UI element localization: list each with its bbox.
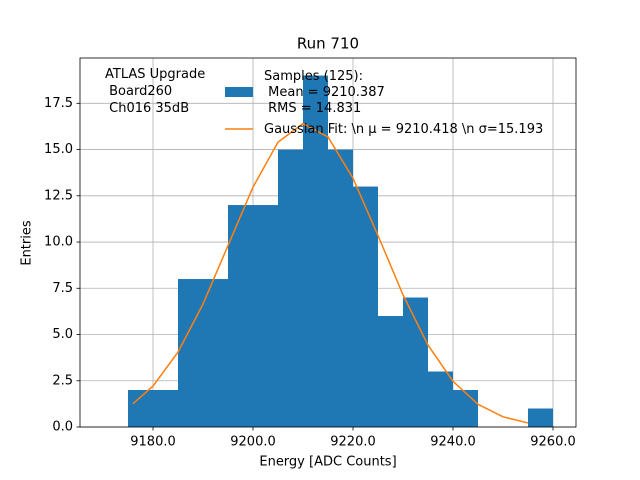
y-tick-label: 2.5 — [52, 373, 73, 388]
y-tick-label: 17.5 — [44, 96, 73, 111]
histogram-bar — [278, 149, 303, 427]
histogram-bar — [228, 205, 253, 427]
histogram-bar — [378, 316, 403, 427]
y-axis-label: Entries — [20, 220, 35, 266]
legend-label-line: Mean = 9210.387 — [264, 85, 385, 100]
legend-swatch — [225, 87, 253, 97]
histogram-bar — [153, 390, 178, 427]
y-tick-label: 0.0 — [52, 420, 73, 435]
x-tick-label: 9180.0 — [130, 435, 176, 450]
legend-label: Samples (125): Mean = 9210.387 RMS = 14.… — [264, 69, 385, 116]
chart-title: Run 710 — [297, 35, 359, 53]
legend-label-line: Gaussian Fit: \n μ = 9210.418 \n σ=15.19… — [264, 122, 543, 137]
annotation: ATLAS Upgrade Board260 Ch016 35dB — [105, 67, 205, 116]
y-tick-label: 15.0 — [44, 142, 73, 157]
histogram-bar — [128, 390, 153, 427]
legend-label-line: RMS = 14.831 — [264, 101, 361, 116]
x-tick-label: 9240.0 — [430, 435, 476, 450]
x-tick-label: 9260.0 — [530, 435, 576, 450]
histogram-bar — [328, 149, 353, 427]
histogram-bar — [453, 390, 478, 427]
histogram-bar — [353, 186, 378, 427]
axes-frame — [79, 57, 577, 428]
histogram-bar — [403, 297, 428, 427]
legend-label-line: Samples (125): — [264, 69, 363, 84]
fit-line — [132, 122, 529, 424]
x-tick-label: 9200.0 — [230, 435, 276, 450]
x-tick-label: 9220.0 — [330, 435, 376, 450]
annotation-line: Board260 — [105, 84, 172, 99]
y-tick-label: 12.5 — [44, 188, 73, 203]
legend-label: Gaussian Fit: \n μ = 9210.418 \n σ=15.19… — [264, 122, 543, 137]
x-axis-label: Energy [ADC Counts] — [259, 455, 396, 470]
y-tick-label: 10.0 — [44, 235, 73, 250]
annotation-line: ATLAS Upgrade — [105, 67, 205, 82]
histogram-bar — [178, 279, 203, 427]
histogram-bar — [428, 371, 453, 427]
y-tick-label: 7.5 — [52, 281, 73, 296]
histogram-bar — [203, 279, 228, 427]
histogram-bar — [253, 205, 278, 427]
y-tick-label: 5.0 — [52, 327, 73, 342]
histogram-bar — [528, 408, 553, 427]
annotation-line: Ch016 35dB — [105, 101, 189, 116]
